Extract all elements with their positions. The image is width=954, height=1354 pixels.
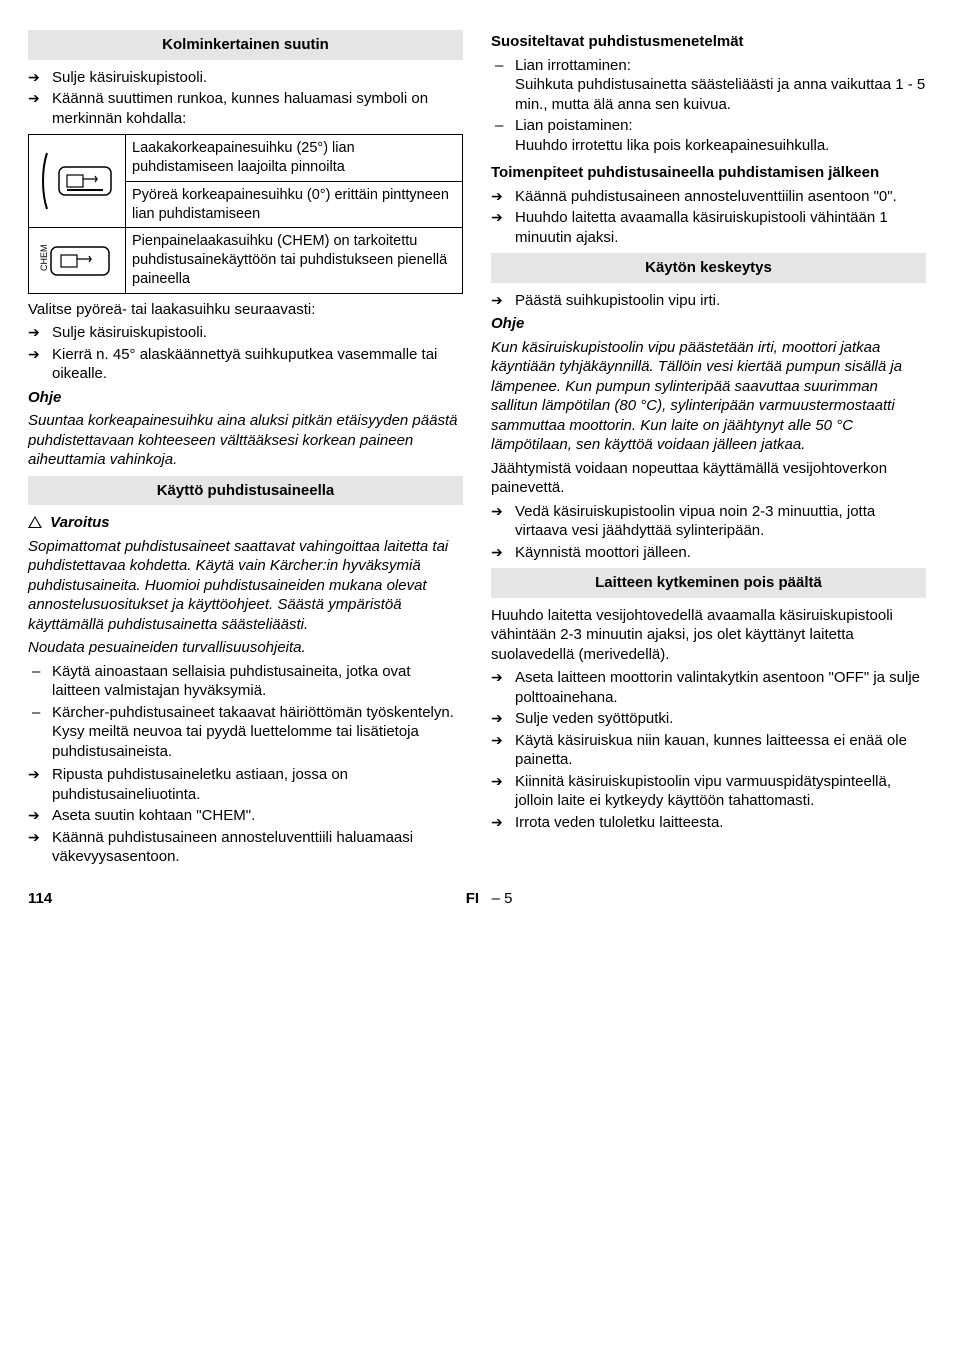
list-item: Lian irrottaminen: Suihkuta puhdistusain… xyxy=(491,56,926,115)
body-text: Huuhdo laitetta vesijohtovedellä avaamal… xyxy=(491,606,926,665)
section-heading: Kolminkertainen suutin xyxy=(28,30,463,60)
list-item: Aseta suutin kohtaan "CHEM". xyxy=(28,806,463,826)
nozzle-icon-cell: CHEM xyxy=(29,228,126,294)
list-item: Irrota veden tuloletku laitteesta. xyxy=(491,813,926,833)
list-item: Kärcher-puhdistusaineet takaavat häiriöt… xyxy=(28,703,463,762)
warning-label: Varoitus xyxy=(50,514,109,531)
list-item: Käännä puhdistusaineen annosteluventtiil… xyxy=(28,828,463,867)
inline-label: Lian irrottaminen: xyxy=(515,57,631,74)
warning-row: Varoitus xyxy=(28,513,463,533)
instruction-list: Ripusta puhdistusaineletku astiaan, joss… xyxy=(28,765,463,867)
list-item: Aseta laitteen moottorin valintakytkin a… xyxy=(491,668,926,707)
note-text: Suuntaa korkeapainesuihku aina aluksi pi… xyxy=(28,411,463,470)
chem-jet-icon: CHEM xyxy=(37,233,117,289)
body-text: Valitse pyöreä- tai laakasuihku seuraava… xyxy=(28,300,463,320)
list-item: Ripusta puhdistusaineletku astiaan, joss… xyxy=(28,765,463,804)
instruction-list: Käännä puhdistusaineen annosteluventtiil… xyxy=(491,187,926,248)
footer-center: FI – 5 xyxy=(466,889,513,909)
list-item: Sulje käsiruiskupistooli. xyxy=(28,68,463,88)
page-footer: 114 FI – 5 xyxy=(28,889,926,909)
subheading: Suositeltavat puhdistusmenetelmät xyxy=(491,32,926,52)
nozzle-desc: Pyöreä korkeapainesuihku (0°) erittäin p… xyxy=(126,181,463,228)
list-item: Sulje käsiruiskupistooli. xyxy=(28,323,463,343)
inline-label: Lian poistaminen: xyxy=(515,117,633,134)
page-number: 114 xyxy=(28,889,52,909)
list-item: Käytä käsiruiskua niin kauan, kunnes lai… xyxy=(491,731,926,770)
instruction-list: Aseta laitteen moottorin valintakytkin a… xyxy=(491,668,926,832)
section-heading: Käytön keskeytys xyxy=(491,253,926,283)
list-item: Vedä käsiruiskupistoolin vipua noin 2-3 … xyxy=(491,502,926,541)
list-item: Huuhdo laitetta avaamalla käsiruiskupist… xyxy=(491,208,926,247)
warning-text: Noudata pesuaineiden turvallisuusohjeita… xyxy=(28,638,463,658)
instruction-list: Päästä suihkupistoolin vipu irti. xyxy=(491,291,926,311)
note-label: Ohje xyxy=(28,388,463,408)
list-item: Käännä suuttimen runkoa, kunnes haluamas… xyxy=(28,89,463,128)
inline-text: Suihkuta puhdistusainetta säästeliäästi … xyxy=(515,76,925,113)
flat-jet-icon xyxy=(37,145,117,217)
instruction-list: Vedä käsiruiskupistoolin vipua noin 2-3 … xyxy=(491,502,926,563)
section-heading: Laitteen kytkeminen pois päältä xyxy=(491,568,926,598)
chem-label: CHEM xyxy=(39,244,49,271)
nozzle-desc: Pienpainelaakasuihku (CHEM) on tarkoitet… xyxy=(126,228,463,294)
nozzle-table: Laakakorkeapainesuihku (25°) lian puhdis… xyxy=(28,134,463,294)
list-item: Käynnistä moottori jälleen. xyxy=(491,543,926,563)
nozzle-icon-cell xyxy=(29,135,126,228)
list-item: Käytä ainoastaan sellaisia puhdistusaine… xyxy=(28,662,463,701)
warning-icon xyxy=(28,516,42,528)
list-item: Päästä suihkupistoolin vipu irti. xyxy=(491,291,926,311)
list-item: Lian poistaminen: Huuhdo irrotettu lika … xyxy=(491,116,926,155)
inline-text: Huuhdo irrotettu lika pois korkeapainesu… xyxy=(515,137,829,154)
list-item: Kierrä n. 45° alaskäännettyä suihkuputke… xyxy=(28,345,463,384)
dash-list: Lian irrottaminen: Suihkuta puhdistusain… xyxy=(491,56,926,156)
section-heading: Käyttö puhdistusaineella xyxy=(28,476,463,506)
note-text: Kun käsiruiskupistoolin vipu päästetään … xyxy=(491,338,926,455)
instruction-list: Sulje käsiruiskupistooli. Käännä suuttim… xyxy=(28,68,463,129)
footer-code: FI xyxy=(466,890,479,907)
list-item: Käännä puhdistusaineen annosteluventtiil… xyxy=(491,187,926,207)
footer-sub: – 5 xyxy=(492,890,513,907)
body-text: Jäähtymistä voidaan nopeuttaa käyttämäll… xyxy=(491,459,926,498)
note-label: Ohje xyxy=(491,314,926,334)
list-item: Sulje veden syöttöputki. xyxy=(491,709,926,729)
subheading: Toimenpiteet puhdistusaineella puhdistam… xyxy=(491,163,926,183)
instruction-list: Sulje käsiruiskupistooli. Kierrä n. 45° … xyxy=(28,323,463,384)
warning-text: Sopimattomat puhdistusaineet saattavat v… xyxy=(28,537,463,635)
dash-list: Käytä ainoastaan sellaisia puhdistusaine… xyxy=(28,662,463,762)
nozzle-desc: Laakakorkeapainesuihku (25°) lian puhdis… xyxy=(126,135,463,182)
list-item: Kiinnitä käsiruiskupistoolin vipu varmuu… xyxy=(491,772,926,811)
